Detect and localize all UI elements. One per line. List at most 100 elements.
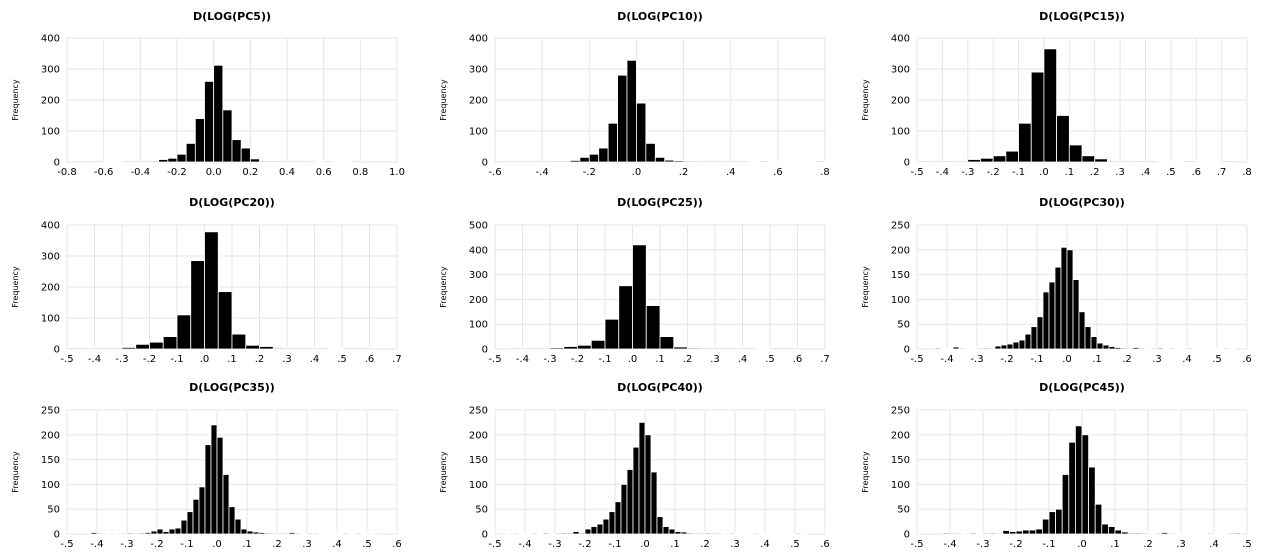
histogram-bar [158,159,169,163]
histogram-bar [956,532,964,535]
x-tick-label: .1 [670,539,680,550]
histogram-bar [549,347,565,350]
histogram-bar [198,486,206,535]
histogram-bar [530,532,538,535]
histogram-bar [513,160,524,163]
histogram-bar [167,157,178,163]
x-tick-label: .5 [790,539,800,550]
histogram-bar [607,122,618,163]
histogram-bar [204,444,212,535]
histogram-bar [1075,425,1083,535]
histogram-bar [563,346,578,350]
x-tick-label: .0 [632,167,642,178]
histogram-bar [638,421,646,535]
chart-title: D(LOG(PC45)) [1039,381,1125,394]
x-tick-label: .3 [1152,354,1162,365]
histogram-bar [213,64,224,163]
histogram-bar [126,532,134,535]
y-tick-label: 50 [897,505,910,516]
x-tick-label: .4 [1209,539,1219,550]
histogram-bar [149,160,160,163]
x-tick-label: .6 [365,354,375,365]
y-tick-label: 100 [891,127,910,138]
histogram-bar [673,346,688,350]
histogram-panel-1: D(LOG(PC5)) 0 100 200 300 400 -0.8 -0.6 -0.4 -0.2… [11,10,405,178]
histogram-bar [577,344,592,350]
histogram-bar [222,109,233,163]
histogram-bar [1120,347,1128,350]
histogram-bar [324,533,332,535]
histogram-bar [1096,342,1104,350]
histogram-bar [1042,518,1050,535]
x-tick-label: .5 [1212,354,1222,365]
histogram-bar [295,160,306,163]
histogram-bar [222,474,230,535]
histogram-bar [190,260,205,350]
histogram-bar [929,160,943,163]
histogram-bar [185,142,196,163]
histogram-bar [372,532,380,535]
y-tick-label: 300 [41,252,60,263]
histogram-bar [1068,441,1076,535]
histogram-bar [570,160,581,163]
histogram-bar [1048,281,1056,350]
histogram-bar [360,533,368,535]
y-tick-label: 100 [891,295,910,306]
histogram-bar [949,532,957,535]
histogram-bar [541,160,552,163]
histogram-bar [1119,160,1134,163]
histogram-bar [1088,466,1096,535]
histogram-bar [976,533,984,535]
histogram-bar [722,533,730,535]
y-axis-label: Frequency [861,451,870,493]
histogram-bar [1081,155,1096,163]
histogram-bar [1072,279,1080,350]
histogram-bar [680,531,688,535]
histogram-bar [245,344,260,350]
chart-title: D(LOG(PC35)) [189,381,275,394]
x-tick-label: -.5 [910,167,923,178]
histogram-bar [1036,316,1044,350]
x-tick-label: -.5 [488,539,501,550]
x-tick-label: -.1 [180,539,193,550]
x-tick-label: .7 [1217,167,1227,178]
histogram-bar [1233,532,1241,535]
x-tick-label: -.2 [1009,539,1022,550]
histogram-bar [341,160,352,163]
histogram-bar [1168,347,1176,350]
histogram-bar [508,347,523,350]
y-tick-label: 100 [41,314,60,325]
histogram-bar [579,156,590,163]
histogram-bar [548,533,556,535]
histogram-bar [174,527,182,535]
histogram-bar [716,532,724,535]
histogram-bar [210,424,218,535]
x-tick-label: -.5 [910,354,923,365]
x-tick-label: -.3 [115,354,128,365]
x-tick-label: -.4 [88,354,101,365]
x-tick-label: 0.4 [279,167,295,178]
chart-title: D(LOG(PC30)) [1039,196,1125,209]
x-tick-label: -.2 [571,354,584,365]
histogram-bar [522,347,537,350]
histogram-bar [645,142,656,163]
y-tick-label: 200 [41,283,60,294]
histogram-bar [728,532,736,535]
histogram-bar [1066,249,1074,350]
histogram-bar [1030,326,1038,350]
y-tick-label: 200 [891,430,910,441]
x-tick-label: .1 [1092,354,1102,365]
histogram-panel-4: D(LOG(PC20)) 0 100 200 300 400 -.5 -.4 -.3 -.2 -.1… [11,196,402,365]
histogram-bar [504,160,515,163]
y-tick-label: 200 [469,430,488,441]
histogram-bar [1154,532,1162,535]
x-tick-label: .0 [1062,354,1072,365]
y-tick-label: 100 [41,127,60,138]
histogram-bar [995,532,1004,535]
histogram-bar [135,343,150,350]
histogram-bar [1162,347,1170,350]
x-tick-label: .4 [310,354,320,365]
x-tick-label: .2 [1090,167,1100,178]
histogram-bar [341,347,357,350]
histogram-bar [350,160,361,163]
